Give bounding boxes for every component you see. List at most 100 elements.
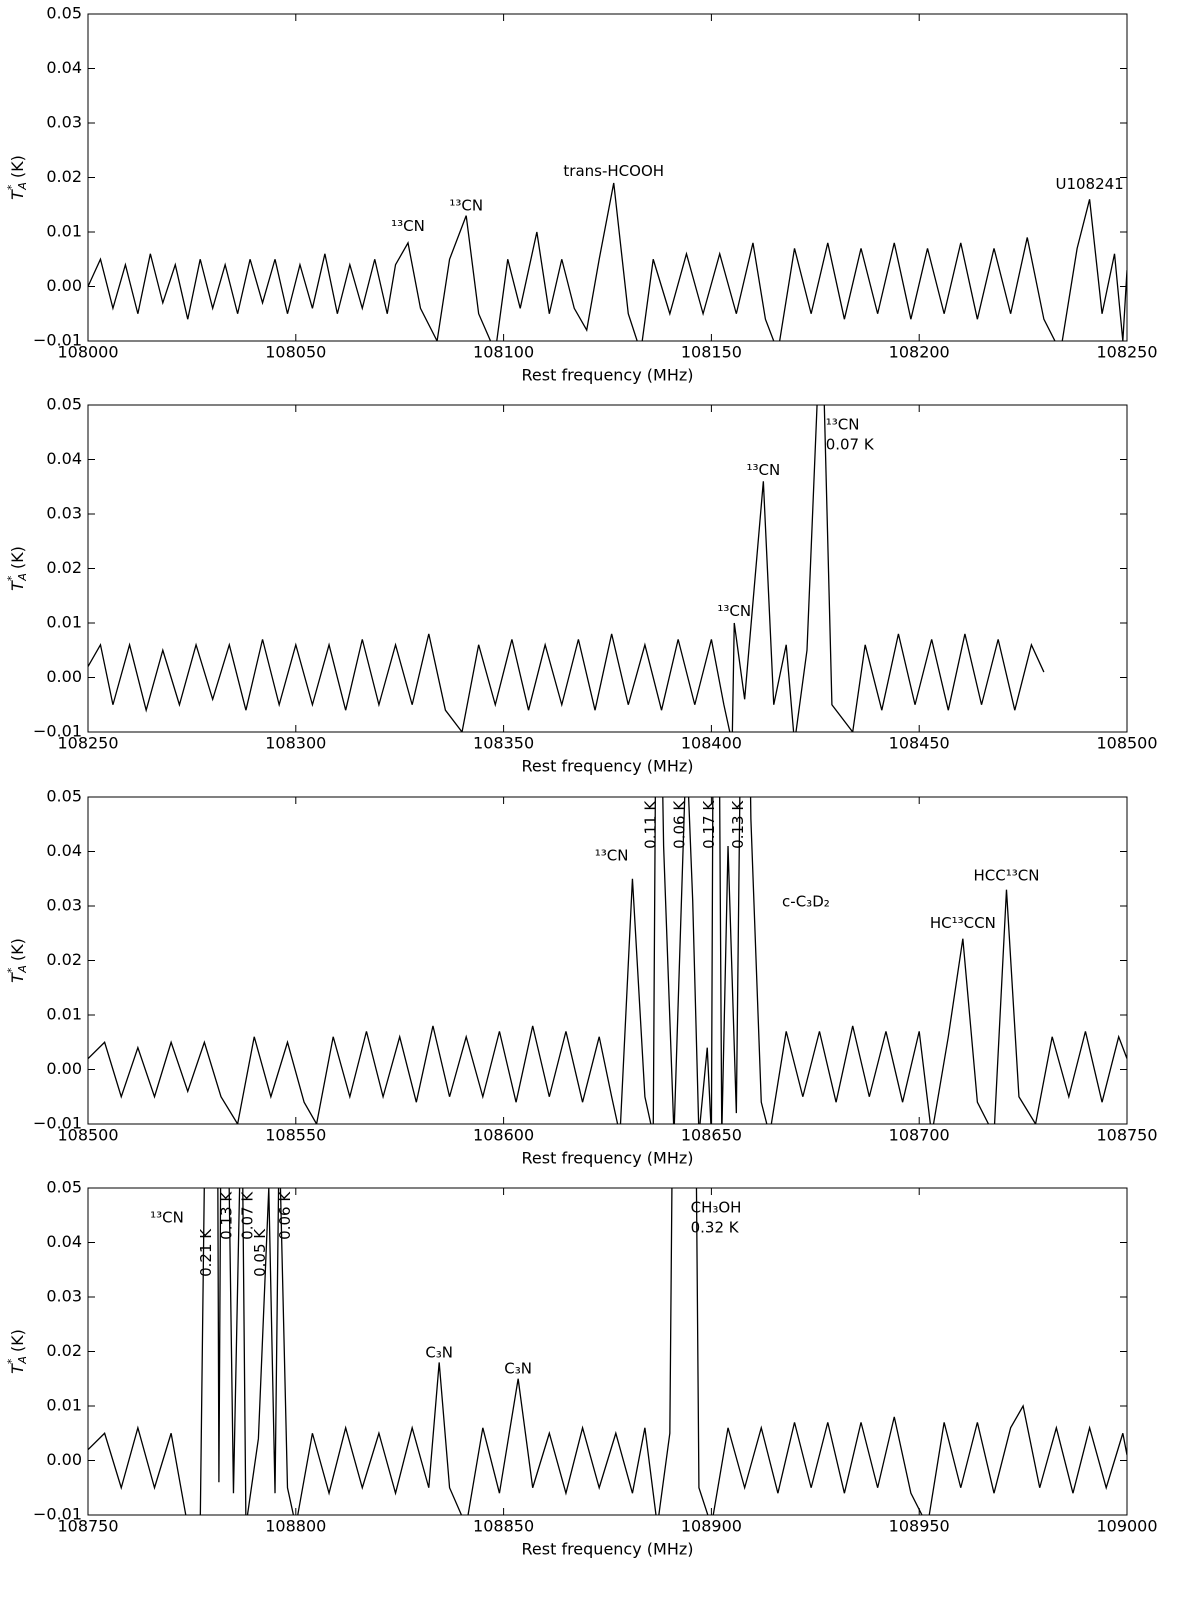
x-tick-label: 108700 <box>889 1126 950 1145</box>
y-tick-label: −0.01 <box>33 1505 82 1524</box>
annotation: 0.32 K <box>691 1218 740 1236</box>
y-tick-label: 0.01 <box>46 222 82 241</box>
y-axis-label: T*A (K) <box>5 155 29 200</box>
y-tick-label: 0.04 <box>46 1232 82 1251</box>
y-tick-label: 0.00 <box>46 276 82 295</box>
y-label-sup: * <box>5 575 18 581</box>
y-tick-label: 0.02 <box>46 558 82 577</box>
x-tick-label: 108550 <box>265 1126 326 1145</box>
annotation: ¹³CN <box>746 461 780 479</box>
annotation: ¹³CN <box>826 416 860 434</box>
x-axis-label: Rest frequency (MHz) <box>522 1540 694 1559</box>
annotation: 0.07 K <box>239 1191 257 1240</box>
annotation: ¹³CN <box>595 846 629 864</box>
annotation: 0.13 K <box>218 1191 236 1240</box>
y-label-sub: A <box>16 573 29 582</box>
y-tick-label: 0.04 <box>46 449 82 468</box>
x-axis-label: Rest frequency (MHz) <box>522 757 694 776</box>
annotation: 0.21 K <box>197 1228 215 1277</box>
y-tick-label: 0.03 <box>46 896 82 915</box>
x-tick-label: 109000 <box>1096 1517 1157 1536</box>
y-label-sup: * <box>5 967 18 973</box>
y-tick-label: 0.04 <box>46 58 82 77</box>
annotation: C₃N <box>504 1359 532 1377</box>
y-label-sup: * <box>5 1358 18 1364</box>
x-axis-label: Rest frequency (MHz) <box>522 1149 694 1168</box>
x-tick-label: 108450 <box>889 734 950 753</box>
y-label-sup: * <box>5 184 18 190</box>
x-tick-label: 108300 <box>265 734 326 753</box>
y-label-unit: (K) <box>8 938 27 961</box>
panel: −0.01 0.00 0.01 0.02 0.03 0.04 0.05 108500 10855… <box>5 787 1158 1168</box>
y-axis-label: T*A (K) <box>5 546 29 591</box>
y-label-unit: (K) <box>8 155 27 178</box>
annotation: 0.11 K <box>642 800 660 849</box>
x-tick-label: 108500 <box>1096 734 1157 753</box>
y-label-sub: A <box>16 182 29 191</box>
y-label-sub: A <box>16 965 29 974</box>
spectrum-line <box>88 405 1045 732</box>
x-tick-label: 108750 <box>1096 1126 1157 1145</box>
y-label-symbol: T <box>8 580 27 591</box>
y-tick-label: 0.05 <box>46 4 82 23</box>
annotation: 0.17 K <box>700 800 718 849</box>
y-tick-label: 0.05 <box>46 1178 82 1197</box>
panel: −0.01 0.00 0.01 0.02 0.03 0.04 0.05 108250 10830… <box>5 395 1158 776</box>
y-tick-label: 0.00 <box>46 1450 82 1469</box>
y-tick-label: 0.01 <box>46 1005 82 1024</box>
x-tick-label: 108650 <box>681 1126 742 1145</box>
x-tick-label: 108500 <box>57 1126 118 1145</box>
x-tick-label: 108900 <box>681 1517 742 1536</box>
y-tick-label: −0.01 <box>33 331 82 350</box>
annotation: U108241 <box>1055 175 1123 193</box>
x-tick-label: 108750 <box>57 1517 118 1536</box>
y-axis-label: T*A (K) <box>5 938 29 983</box>
spectrum-line <box>88 797 1127 1124</box>
x-tick-label: 108400 <box>681 734 742 753</box>
y-tick-label: −0.01 <box>33 722 82 741</box>
annotation: 0.06 K <box>671 800 689 849</box>
x-tick-label: 108950 <box>889 1517 950 1536</box>
x-tick-label: 108250 <box>1096 343 1157 362</box>
panel: −0.01 0.00 0.01 0.02 0.03 0.04 0.05 108750 10880… <box>5 1178 1158 1559</box>
y-tick-label: 0.01 <box>46 613 82 632</box>
spectrum-line <box>88 1188 1127 1515</box>
y-tick-label: 0.05 <box>46 787 82 806</box>
annotation: HC¹³CCN <box>930 914 996 932</box>
panel: −0.01 0.00 0.01 0.02 0.03 0.04 0.05 108000 10805… <box>5 4 1158 385</box>
annotation: ¹³CN <box>449 196 483 214</box>
y-tick-label: 0.02 <box>46 1341 82 1360</box>
annotation: 0.13 K <box>729 800 747 849</box>
x-tick-label: 108250 <box>57 734 118 753</box>
y-tick-label: 0.00 <box>46 667 82 686</box>
y-tick-label: 0.02 <box>46 950 82 969</box>
annotation: HCC¹³CN <box>973 867 1039 885</box>
x-tick-label: 108050 <box>265 343 326 362</box>
y-label-unit: (K) <box>8 546 27 569</box>
x-tick-label: 108100 <box>473 343 534 362</box>
y-tick-label: 0.00 <box>46 1059 82 1078</box>
y-tick-label: 0.04 <box>46 841 82 860</box>
annotation: ¹³CN <box>717 602 751 620</box>
x-tick-label: 108800 <box>265 1517 326 1536</box>
y-tick-label: 0.03 <box>46 113 82 132</box>
y-tick-label: 0.03 <box>46 504 82 523</box>
plot-frame <box>87 404 1128 733</box>
x-axis-label: Rest frequency (MHz) <box>522 366 694 385</box>
annotation: CH₃OH <box>691 1199 742 1217</box>
annotation: ¹³CN <box>391 217 425 235</box>
y-tick-label: 0.03 <box>46 1287 82 1306</box>
y-label-symbol: T <box>8 189 27 200</box>
x-tick-label: 108850 <box>473 1517 534 1536</box>
annotation: trans-HCOOH <box>563 162 664 180</box>
y-label-unit: (K) <box>8 1329 27 1352</box>
annotation: c-C₃D₂ <box>782 893 830 911</box>
y-axis-label: T*A (K) <box>5 1329 29 1374</box>
annotation: ¹³CN <box>150 1208 184 1226</box>
x-tick-label: 108200 <box>889 343 950 362</box>
y-tick-label: −0.01 <box>33 1114 82 1133</box>
y-label-symbol: T <box>8 972 27 983</box>
x-tick-label: 108350 <box>473 734 534 753</box>
y-tick-label: 0.01 <box>46 1396 82 1415</box>
